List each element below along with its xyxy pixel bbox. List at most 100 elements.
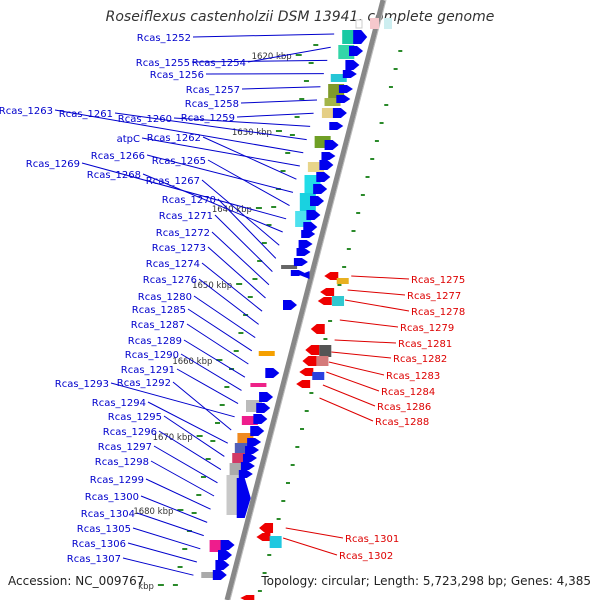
gene-label-rcas-1289: Rcas_1289 [128, 336, 182, 347]
gene-label-rcas-1265: Rcas_1265 [152, 156, 206, 167]
gene-label-rcas-1299: Rcas_1299 [90, 475, 144, 486]
forward-gene-arrow [310, 196, 325, 206]
top-feature-box [355, 19, 363, 29]
forward-gene-arrow [329, 122, 344, 130]
leader-line-rcas-1275 [351, 275, 410, 280]
leader-line-rcas-1274 [201, 262, 263, 312]
leader-line-rcas-1285 [187, 308, 253, 352]
gene-label-rcas-1262: Rcas_1262 [147, 133, 201, 144]
forward-gene-arrow [256, 403, 271, 413]
forward-gene-arrow [324, 140, 339, 150]
forward-gene-arrow [259, 392, 274, 402]
kbp-tick-label: 1640 kbp [212, 205, 252, 215]
reverse-gene-arrow [324, 272, 339, 280]
forward-gene-arrow [212, 570, 227, 580]
gene-label-rcas-1286: Rcas_1286 [377, 402, 431, 413]
leader-line-rcas-1284 [326, 371, 380, 392]
leader-line-rcas-1270 [217, 198, 277, 259]
gene-label-rcas-1285: Rcas_1285 [132, 305, 186, 316]
forward-gene-arrow [283, 300, 297, 310]
leader-line-rcas-1289 [183, 339, 246, 378]
gene-label-rcas-1254: Rcas_1254 [192, 58, 246, 69]
leader-line-rcas-1261 [114, 112, 307, 141]
forward-gene-arrow [265, 368, 280, 378]
gene-label-rcas-1268: Rcas_1268 [87, 170, 141, 181]
forward-gene-arrow [349, 46, 364, 56]
gene-label-rcas-1281: Rcas_1281 [398, 339, 452, 350]
kbp-tick-label: 1670 kbp [153, 433, 193, 443]
gene-label-rcas-1272: Rcas_1272 [156, 228, 210, 239]
gene-label-rcas-1297: Rcas_1297 [98, 442, 152, 453]
forward-gene-arrow [336, 95, 351, 103]
forward-gene-arrow [238, 470, 253, 478]
reverse-gene-arrow [299, 368, 314, 376]
reverse-feature-block [269, 536, 282, 548]
gene-label-rcas-1261: Rcas_1261 [59, 109, 113, 120]
reverse-gene-arrow [305, 345, 320, 355]
kbp-tick-label: 1660 kbp [172, 357, 212, 367]
leader-line-rcas-1306 [127, 542, 198, 563]
gene-label-rcas-1296: Rcas_1296 [103, 427, 157, 438]
leader-line-rcas-1297 [153, 445, 218, 484]
forward-gene-arrow [353, 30, 368, 44]
reverse-gene-arrow [310, 324, 325, 334]
leader-line-rcas-1305 [132, 527, 201, 550]
gene-label-rcas-1259: Rcas_1259 [181, 113, 235, 124]
leader-line-rcas-1290 [180, 353, 242, 391]
leader-line-rcas-1273 [207, 246, 266, 299]
leader-line-rcas-1296 [158, 430, 222, 471]
kbp-tick-label: 1620 kbp [252, 52, 292, 62]
topology-text: Topology: circular; Length: 5,723,298 bp… [261, 574, 591, 588]
leader-line-rcas-1262 [202, 136, 297, 180]
gene-label-rcas-1273: Rcas_1273 [152, 243, 206, 254]
leader-line-rcas-1276 [198, 278, 259, 325]
leader-line-rcas-1279 [339, 319, 399, 328]
gene-feature-block [241, 416, 258, 425]
gene-feature-block [250, 383, 267, 387]
gene-label-rcas-1292: Rcas_1292 [117, 378, 171, 389]
gene-label-rcas-1304: Rcas_1304 [81, 509, 135, 520]
leader-line-rcas-1252 [192, 33, 335, 38]
gene-feature-block [307, 162, 324, 172]
forward-gene-arrow [293, 258, 308, 266]
leader-line-rcas-1307 [122, 557, 194, 576]
gene-label-rcas-1274: Rcas_1274 [146, 259, 200, 270]
gene-label-rcas-1258: Rcas_1258 [185, 99, 239, 110]
gene-label-rcas-1252: Rcas_1252 [137, 33, 191, 44]
gene-label-rcas-1269: Rcas_1269 [26, 159, 80, 170]
gene-label-rcas-1255: Rcas_1255 [136, 58, 190, 69]
gene-feature-block [330, 74, 347, 82]
kbp-tick-label: 1650 kbp [192, 281, 232, 291]
reverse-gene-arrow [296, 380, 311, 388]
gene-feature-block [321, 108, 338, 118]
forward-gene-arrow [215, 560, 230, 570]
gene-label-rcas-1287: Rcas_1287 [131, 320, 185, 331]
leader-line-rcas-1266 [146, 154, 294, 193]
forward-gene-arrow [298, 240, 313, 248]
gene-label-rcas-1270: Rcas_1270 [162, 195, 216, 206]
reverse-feature-block [316, 356, 329, 366]
gene-label-rcas-1257: Rcas_1257 [186, 85, 240, 96]
gene-feature-block [258, 351, 275, 356]
forward-gene-arrow [218, 550, 232, 560]
gene-label-rcas-1275: Rcas_1275 [411, 275, 465, 286]
gene-label-rcas-1266: Rcas_1266 [91, 151, 145, 162]
gene-label-rcas-1301: Rcas_1301 [345, 534, 399, 545]
leader-line-rcas-1258 [240, 99, 318, 104]
forward-gene-arrow [240, 462, 255, 470]
forward-gene-arrow [301, 230, 316, 238]
reverse-gene-arrow [259, 523, 274, 533]
leader-line-rcas-1286 [322, 384, 376, 407]
leader-line-rcas-1300 [140, 495, 208, 523]
leader-line-rcas-1293 [110, 382, 235, 418]
leader-line-rcas-1295 [163, 415, 225, 457]
gene-feature-block [237, 433, 254, 443]
reverse-gene-arrow [256, 533, 271, 541]
forward-gene-arrow [345, 60, 360, 70]
forward-gene-arrow [321, 152, 336, 160]
top-feature-box [370, 18, 379, 29]
leader-line-rcas-1260 [173, 117, 311, 127]
gene-label-rcas-1306: Rcas_1306 [72, 539, 126, 550]
leader-line-rcas-1282 [331, 351, 392, 359]
